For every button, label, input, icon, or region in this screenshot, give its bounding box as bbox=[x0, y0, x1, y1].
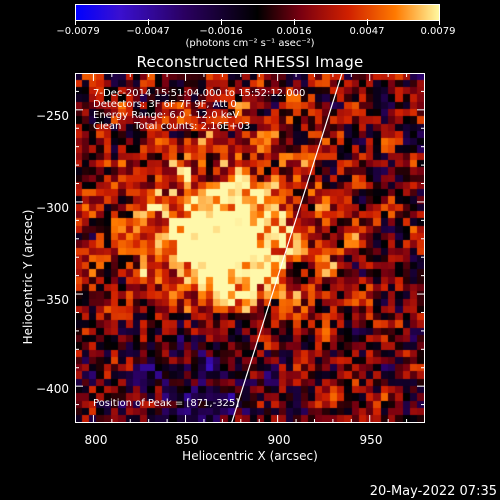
x-tick-label: 850 bbox=[175, 433, 199, 447]
plot-date: 20-May-2022 07:35 bbox=[369, 484, 497, 499]
y-tick-label: −400 bbox=[36, 382, 69, 396]
info-line-energy: Energy Range: 6.0 - 12.0 keV bbox=[93, 110, 240, 121]
x-axis-label: Heliocentric X (arcsec) bbox=[182, 449, 318, 463]
colorbar bbox=[75, 4, 440, 21]
colorbar-tick-label: −0.0047 bbox=[126, 26, 170, 37]
info-line-time: 7-Dec-2014 15:51:04.000 to 15:52:12.000 bbox=[93, 88, 306, 99]
info-line-detectors: Detectors: 3F 6F 7F 9F, Att 0 bbox=[93, 99, 237, 110]
peak-position: Position of Peak = [871,-325] bbox=[93, 398, 240, 409]
x-tick-label: 950 bbox=[359, 433, 383, 447]
colorbar-tick-label: 0.0079 bbox=[420, 26, 456, 37]
x-tick-label: 800 bbox=[84, 433, 108, 447]
y-tick-label: −300 bbox=[36, 201, 69, 215]
solar-limb-line bbox=[231, 74, 343, 422]
y-tick-label: −250 bbox=[36, 109, 69, 123]
colorbar-tick-label: −0.0016 bbox=[199, 26, 243, 37]
y-axis-label: Heliocentric Y (arcsec) bbox=[21, 209, 35, 345]
heatmap-plot bbox=[75, 73, 425, 423]
info-line-counts: Clean Total counts: 2.16E+03 bbox=[93, 121, 251, 132]
axis-ticks bbox=[76, 74, 424, 422]
x-tick-label: 900 bbox=[267, 433, 291, 447]
colorbar-tick-label: −0.0079 bbox=[56, 26, 100, 37]
colorbar-tick-label: 0.0016 bbox=[276, 26, 312, 37]
y-tick-label: −350 bbox=[36, 293, 69, 307]
image-title: Reconstructed RHESSI Image bbox=[136, 53, 364, 71]
plot-overlay bbox=[76, 74, 424, 422]
colorbar-unit: (photons cm⁻² s⁻¹ asec⁻²) bbox=[185, 38, 315, 49]
colorbar-tick-label: 0.0047 bbox=[349, 26, 385, 37]
